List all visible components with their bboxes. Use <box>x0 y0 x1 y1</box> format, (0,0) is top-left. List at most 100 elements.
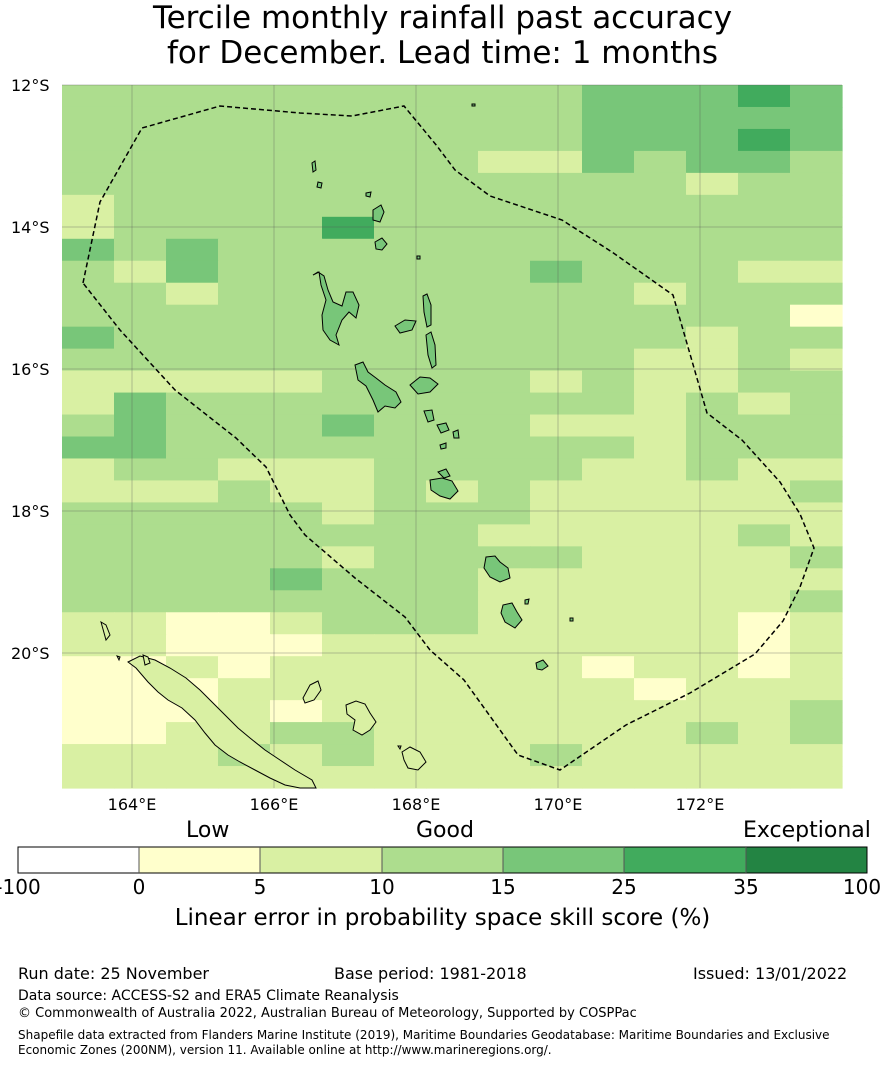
skill-cell <box>426 194 479 218</box>
skill-cell <box>218 678 271 701</box>
skill-cell <box>270 85 323 108</box>
skill-cell <box>62 150 115 174</box>
skill-cell <box>686 282 739 306</box>
skill-cell <box>582 260 635 284</box>
skill-cell <box>166 85 219 108</box>
skill-cell <box>582 282 635 306</box>
skill-cell <box>738 392 791 416</box>
island-tongoa <box>452 429 460 439</box>
skill-cell <box>634 348 687 372</box>
skill-cell <box>322 766 375 789</box>
skill-cell <box>426 678 479 701</box>
skill-cell <box>114 546 167 569</box>
skill-cell <box>114 282 167 306</box>
skill-cell <box>582 568 635 591</box>
skill-cell <box>634 414 687 438</box>
skill-cell <box>634 568 687 591</box>
skill-cell <box>114 370 167 394</box>
copyright: © Commonwealth of Australia 2022, Austra… <box>18 1006 637 1021</box>
skill-cell <box>530 524 583 547</box>
island-aneityum <box>535 659 549 671</box>
skill-cell <box>582 348 635 372</box>
skill-cell <box>322 128 375 152</box>
skill-cell <box>270 260 323 284</box>
skill-cell <box>374 656 427 679</box>
skill-cell <box>738 348 791 372</box>
skill-cell <box>322 172 375 196</box>
skill-cell <box>426 568 479 591</box>
skill-cell <box>322 524 375 547</box>
skill-cell <box>738 656 791 679</box>
skill-cell <box>478 370 531 394</box>
skill-cell <box>478 744 531 767</box>
skill-cell <box>634 150 687 174</box>
colorbar-segment-0 <box>18 847 139 873</box>
island-vanua-lava <box>372 204 385 223</box>
skill-cell <box>478 524 531 547</box>
skill-cell <box>634 85 687 108</box>
colorbar-segment-5 <box>624 847 746 873</box>
skill-cell <box>218 304 271 328</box>
skill-cell <box>426 348 479 372</box>
skill-cell <box>790 238 843 262</box>
skill-cell <box>114 106 167 130</box>
lon-label-166e: 166°E <box>250 795 299 814</box>
skill-cell <box>374 414 427 438</box>
skill-cell <box>166 458 219 482</box>
island-emae <box>437 468 451 479</box>
skill-cell <box>478 304 531 328</box>
island-nc-north-islet <box>116 655 121 662</box>
skill-cell <box>790 568 843 591</box>
skill-cell <box>790 722 843 745</box>
skill-cell <box>738 414 791 438</box>
skill-cell <box>582 656 635 679</box>
island-torres-south <box>316 181 323 189</box>
skill-cell <box>478 480 531 504</box>
skill-cell <box>686 700 739 723</box>
skill-cell <box>738 766 791 789</box>
skill-cell <box>738 524 791 547</box>
skill-cell <box>634 590 687 613</box>
skill-cell <box>634 172 687 196</box>
skill-cell <box>62 722 115 745</box>
skill-cell <box>62 348 115 372</box>
skill-cell <box>478 85 531 108</box>
skill-cell <box>582 106 635 130</box>
skill-cell <box>426 392 479 416</box>
island-torres <box>311 160 317 173</box>
skill-cell <box>270 414 323 438</box>
skill-cell <box>166 480 219 504</box>
skill-cell <box>686 392 739 416</box>
skill-cell <box>738 370 791 394</box>
skill-cell <box>62 282 115 306</box>
skill-cell <box>790 326 843 350</box>
skill-cell <box>114 590 167 613</box>
skill-cell <box>218 458 271 482</box>
skill-cell <box>62 216 115 240</box>
skill-cell <box>738 282 791 306</box>
skill-cell <box>374 590 427 613</box>
skill-cell <box>374 282 427 306</box>
skill-cell <box>738 216 791 240</box>
skill-cell <box>634 612 687 635</box>
skill-cell <box>738 480 791 504</box>
lon-label-164e: 164°E <box>108 795 157 814</box>
skill-cell <box>634 656 687 679</box>
skill-cell <box>582 414 635 438</box>
skill-cell <box>166 150 219 174</box>
skill-cell <box>634 392 687 416</box>
skill-cell <box>62 260 115 284</box>
skill-cell <box>478 150 531 174</box>
skill-cell <box>426 85 479 108</box>
colorbar-tick: -100 <box>0 875 41 899</box>
island-north-reef <box>471 103 476 107</box>
island-erromango <box>483 555 511 583</box>
skill-cell <box>114 128 167 152</box>
skill-cell <box>582 546 635 569</box>
skill-cell <box>426 238 479 262</box>
skill-cell <box>530 216 583 240</box>
island-ambrym <box>409 376 439 395</box>
skill-cell <box>426 370 479 394</box>
island-maewo-ambae <box>394 319 417 334</box>
base-period: Base period: 1981-2018 <box>334 964 527 983</box>
